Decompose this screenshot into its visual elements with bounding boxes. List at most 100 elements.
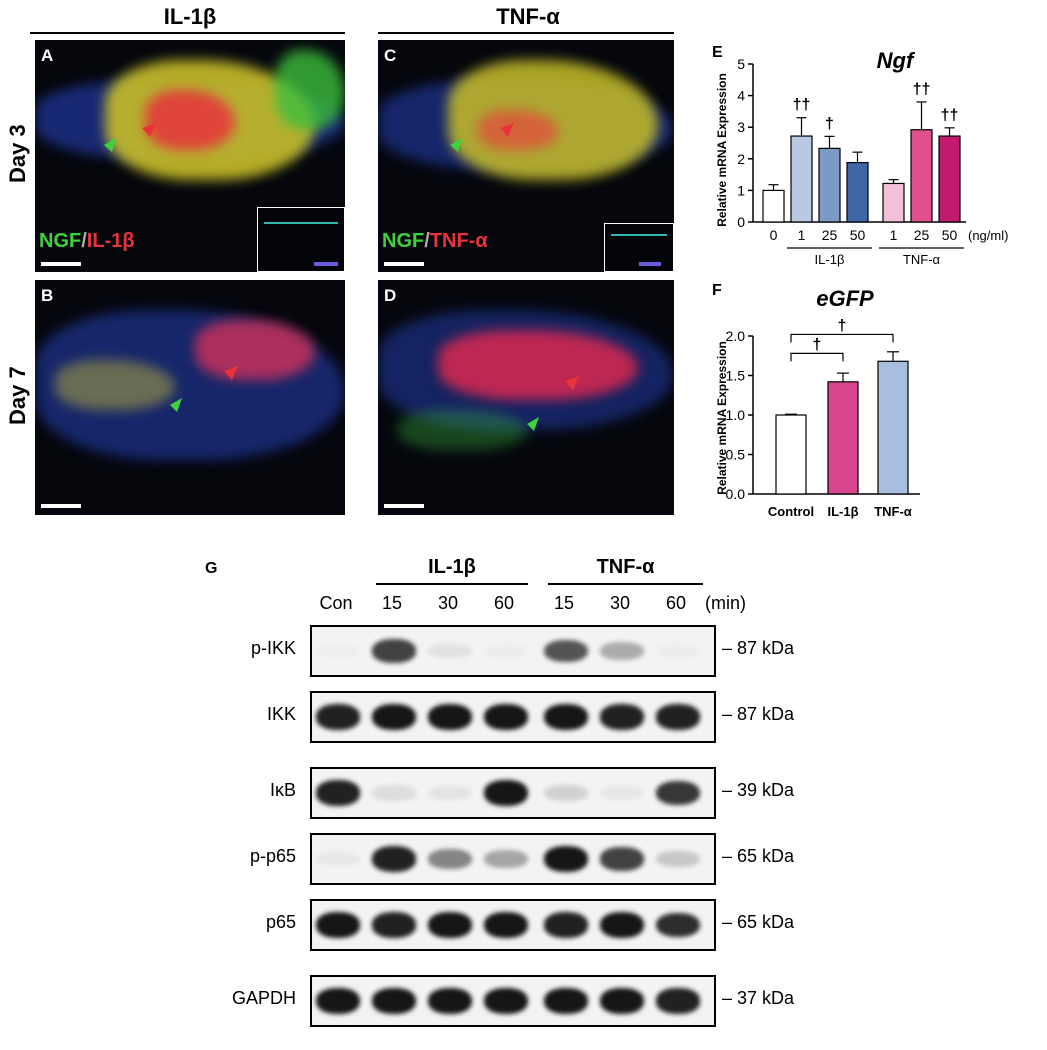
- chart-f-bar: [877, 360, 909, 495]
- wb-band: [656, 850, 700, 868]
- chart-e-bar: [882, 182, 905, 223]
- chart-f-bar: [827, 381, 859, 495]
- wb-blot: [310, 691, 716, 743]
- chart-e-ytick-label: 2: [737, 151, 745, 167]
- chart-f-ylabel: Relative mRNA Expression: [715, 341, 729, 495]
- wb-band: [484, 644, 528, 658]
- wb-band: [372, 704, 416, 730]
- wb-blot-label: p-IKK: [250, 638, 296, 658]
- chart-e-bar: [790, 135, 813, 223]
- red-arrow-icon: [565, 376, 579, 390]
- wb-kda-label: – 37 kDa: [722, 988, 795, 1008]
- header-tnfa-line: [378, 32, 674, 34]
- wb-kda-label: – 87 kDa: [722, 704, 795, 724]
- chart-f-bracket: [790, 352, 844, 362]
- panel-c-label: C: [384, 46, 397, 65]
- stain-label-a: NGF/IL-1β: [39, 230, 135, 252]
- wb-blot-label: GAPDH: [231, 988, 296, 1008]
- header-tnfa: TNF-α: [496, 4, 560, 29]
- chart-e-title: Ngf: [877, 48, 916, 73]
- tissue-red: [478, 110, 558, 150]
- chart-f-ytick-label: 2.0: [726, 328, 746, 344]
- wb-unit: (min): [705, 593, 746, 613]
- wb-band: [656, 704, 700, 730]
- chart-f-bracket: [790, 333, 894, 343]
- wb-band: [656, 988, 700, 1014]
- arrowheads: [104, 123, 579, 431]
- chart-f-xtick-label: IL-1β: [827, 504, 858, 519]
- chart-f-ytick-label: 1.0: [726, 407, 746, 423]
- wb-kda-label: – 87 kDa: [722, 638, 795, 658]
- wb-group-tnfa: TNF-α: [596, 556, 655, 578]
- wb-band: [484, 780, 528, 806]
- wb-blot: [310, 975, 716, 1027]
- chart-e-ytick-label: 0: [737, 214, 745, 230]
- wb-band: [372, 639, 416, 663]
- wb-blot-label: p-p65: [249, 846, 296, 866]
- wb-band: [316, 704, 360, 730]
- wb-lane-label: 30: [609, 593, 631, 613]
- red-arrow-icon: [224, 366, 238, 380]
- chart-f-ytick-label: 0.5: [726, 447, 746, 463]
- chart-e-xtick-label: 1: [890, 227, 898, 243]
- wb-band: [544, 785, 588, 801]
- wb-band: [600, 642, 644, 660]
- wb-band: [316, 912, 360, 938]
- wb-band: [600, 988, 644, 1014]
- tissue-yellow: [55, 360, 175, 410]
- stain-label-c: NGF/TNF-α: [382, 230, 488, 252]
- wb-band: [428, 704, 472, 730]
- wb-band: [372, 785, 416, 801]
- chart-e-ytick-label: 5: [737, 56, 745, 72]
- tissue-green: [398, 410, 528, 450]
- wb-band: [372, 988, 416, 1014]
- green-arrow-icon: [527, 417, 539, 431]
- wb-band: [656, 780, 700, 806]
- wb-lane-label: 15: [553, 593, 575, 613]
- wb-band: [428, 643, 472, 659]
- wb-band: [656, 912, 700, 938]
- chart-e-sig: ††: [913, 81, 931, 98]
- chart-e-bar: [762, 189, 785, 223]
- panel-g-label: G: [205, 560, 218, 577]
- scalebar-a: [41, 262, 81, 266]
- wb-band: [544, 639, 588, 663]
- panel-a-inset: [257, 207, 345, 272]
- wb-band: [544, 704, 588, 730]
- wb-blot-label: IKK: [266, 704, 296, 724]
- wb-band: [372, 912, 416, 938]
- wb-group-il1b-line: [376, 583, 528, 585]
- micrograph-b: B: [35, 280, 345, 515]
- panel-a-label: A: [41, 46, 54, 65]
- wb-lane-label: 15: [381, 593, 403, 613]
- wb-blot: [310, 625, 716, 677]
- chart-f-xtick-label: TNF-α: [874, 504, 912, 519]
- chart-e-xtick-label: 0: [770, 227, 778, 243]
- tissue-red: [195, 320, 315, 380]
- header-il1b: IL-1β: [163, 4, 217, 29]
- wb-blot: [310, 833, 716, 885]
- chart-e-group-label: IL-1β: [815, 252, 845, 267]
- wb-band: [372, 846, 416, 872]
- wb-group-tnfa-line: [548, 583, 703, 585]
- tissue-red: [438, 330, 638, 400]
- wb-band: [600, 847, 644, 871]
- wb-band: [428, 988, 472, 1014]
- wb-band: [656, 644, 700, 658]
- chart-e-ylabel: Relative mRNA Expression: [715, 73, 729, 227]
- wb-band: [316, 988, 360, 1014]
- chart-e-xtick-label: 50: [850, 227, 866, 243]
- chart-e: Ngf Relative mRNA Expression 0123450††1†…: [715, 48, 1008, 267]
- chart-e-xtick-label: 25: [914, 227, 930, 243]
- green-arrow-icon: [104, 138, 116, 152]
- tissue-green: [275, 50, 345, 130]
- tissue-red: [145, 90, 235, 150]
- chart-e-xtick-label: 1: [798, 227, 806, 243]
- red-arrow-icon: [500, 123, 514, 137]
- scalebar-d: [384, 504, 424, 508]
- panel-d-label: D: [384, 286, 397, 305]
- wb-lane-label: 60: [493, 593, 515, 613]
- panel-e-label: E: [712, 44, 723, 61]
- chart-e-ytick-label: 1: [737, 182, 745, 198]
- wb-kda-label: – 65 kDa: [722, 912, 795, 932]
